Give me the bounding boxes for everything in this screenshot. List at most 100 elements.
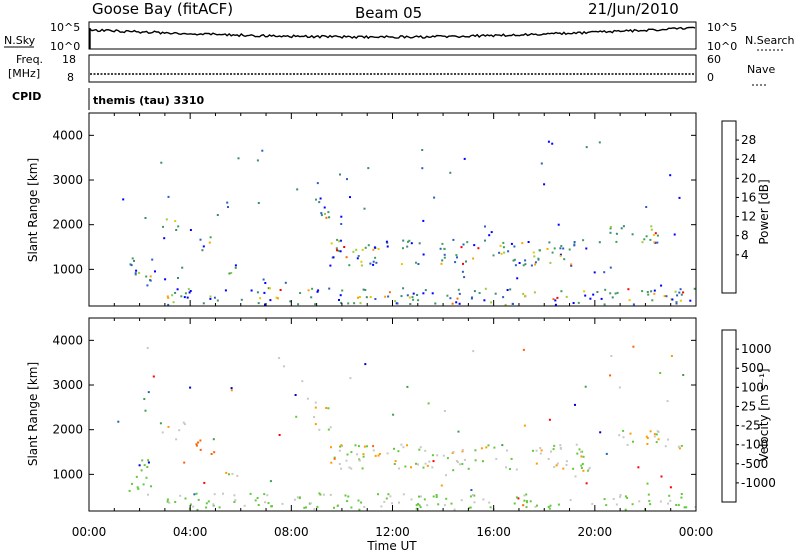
echo-cell	[584, 385, 587, 388]
echo-cell	[277, 297, 279, 300]
echo-cell	[188, 291, 191, 294]
echo-cell	[339, 445, 342, 448]
echo-cell	[363, 506, 366, 508]
time-tick-label: 20:00	[578, 525, 613, 539]
echo-cell	[380, 505, 383, 508]
echo-cell	[360, 501, 363, 504]
echo-cell	[641, 290, 644, 293]
echo-cell	[310, 296, 313, 299]
echo-cell	[165, 218, 168, 221]
echo-cell	[167, 296, 170, 299]
echo-cell	[675, 504, 678, 506]
echo-cell	[553, 444, 556, 447]
echo-cell	[517, 497, 520, 500]
echo-cell	[605, 504, 608, 507]
colorbar-tick-label: 500	[741, 361, 764, 375]
echo-cell	[472, 257, 475, 260]
echo-cell	[669, 486, 672, 489]
echo-cell	[431, 466, 434, 469]
echo-cell	[441, 242, 444, 245]
echo-cell	[256, 291, 259, 294]
echo-cell	[339, 173, 341, 176]
echo-cell	[609, 227, 612, 230]
echo-cell	[505, 466, 507, 469]
echo-cell	[673, 233, 676, 236]
echo-cell	[386, 241, 389, 244]
echo-cell	[340, 223, 343, 225]
echo-cell	[350, 506, 353, 509]
echo-cell	[467, 467, 470, 470]
echo-cell	[436, 454, 439, 457]
time-tick-label: 12:00	[375, 525, 410, 539]
echo-cell	[393, 463, 396, 465]
echo-cell	[572, 467, 575, 470]
echo-cell	[582, 239, 585, 242]
echo-cell	[339, 294, 342, 297]
echo-cell	[680, 496, 683, 499]
echo-cell	[354, 444, 357, 447]
echo-cell	[626, 496, 629, 499]
echo-cell	[657, 438, 660, 441]
echo-cell	[587, 468, 590, 471]
echo-cell	[339, 250, 342, 253]
echo-cell	[422, 292, 425, 295]
echo-cell	[168, 501, 171, 504]
echo-cell	[622, 225, 625, 228]
echo-cell	[330, 446, 332, 449]
echo-cell	[166, 295, 169, 298]
echo-cell	[209, 236, 212, 239]
echo-cell	[441, 259, 444, 262]
velocity-range-ticks: 4000 3000 2000 1000	[52, 333, 696, 481]
echo-cell	[589, 297, 592, 300]
colorbar-tick-label: -100	[741, 438, 768, 452]
echo-cell	[418, 242, 421, 245]
echo-cell	[389, 495, 392, 498]
echo-cell	[213, 493, 216, 496]
echo-cell	[266, 494, 269, 497]
echo-cell	[632, 345, 635, 348]
echo-cell	[456, 256, 458, 259]
echo-cell	[197, 441, 200, 444]
echo-cell	[510, 242, 513, 245]
echo-cell	[181, 266, 184, 269]
echo-cell	[145, 275, 148, 278]
cpid-value: themis (tau) 3310	[93, 94, 205, 107]
colorbar-tick-label: 24	[741, 152, 756, 166]
echo-cell	[538, 249, 541, 252]
echo-cell	[400, 443, 403, 446]
echo-cell	[463, 276, 466, 279]
echo-cell	[609, 266, 612, 269]
range-tick-label: 3000	[52, 173, 83, 187]
echo-cell	[409, 303, 412, 305]
echo-cell	[455, 460, 458, 462]
echo-cell	[535, 449, 538, 452]
echo-cell	[683, 506, 686, 509]
echo-cell	[415, 504, 418, 507]
echo-cell	[386, 245, 389, 248]
echo-cell	[426, 464, 429, 467]
echo-cell	[146, 466, 149, 468]
echo-cell	[485, 446, 488, 449]
echo-cell	[228, 473, 230, 476]
echo-cell	[552, 448, 555, 451]
echo-cell	[234, 264, 237, 267]
echo-cell	[183, 423, 186, 426]
echo-cell	[346, 453, 349, 456]
echo-cell	[574, 475, 577, 478]
echo-cell	[305, 506, 307, 509]
echo-cell	[192, 505, 195, 508]
echo-cell	[487, 444, 490, 447]
echo-cell	[537, 258, 540, 261]
echo-cell	[293, 498, 296, 501]
echo-cell	[275, 296, 278, 299]
echo-cell	[236, 474, 239, 477]
echo-cell	[306, 397, 309, 400]
echo-cell	[555, 464, 558, 467]
echo-cell	[314, 401, 317, 404]
echo-cell	[473, 501, 476, 504]
echo-cell	[406, 245, 409, 248]
echo-cell	[400, 263, 403, 266]
echo-cell	[327, 211, 330, 214]
echo-cell	[297, 303, 300, 306]
echo-cell	[580, 464, 583, 467]
